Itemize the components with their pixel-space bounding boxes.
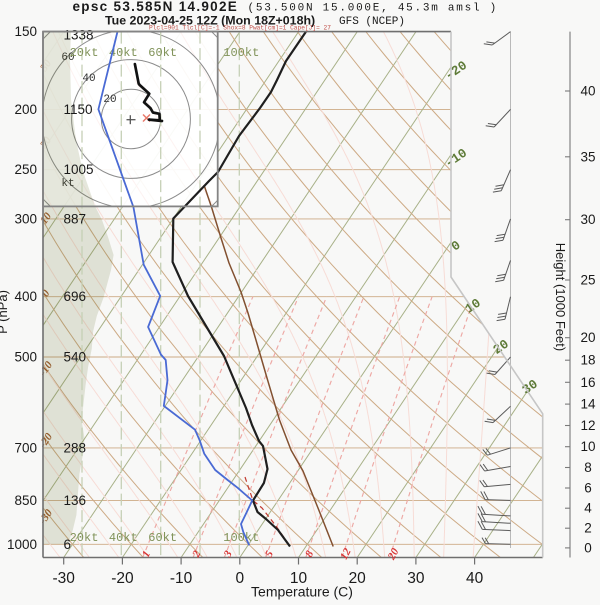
svg-text:100kt: 100kt <box>223 531 259 545</box>
svg-text:30: 30 <box>580 212 595 227</box>
svg-text:8: 8 <box>584 460 592 475</box>
svg-text:696: 696 <box>64 289 87 304</box>
svg-text:2: 2 <box>584 521 592 536</box>
svg-text:4: 4 <box>584 501 592 516</box>
svg-text:200: 200 <box>14 102 37 117</box>
svg-text:35: 35 <box>580 149 595 164</box>
svg-text:850: 850 <box>14 493 37 508</box>
svg-text:20kt: 20kt <box>70 531 99 545</box>
svg-text:540: 540 <box>64 350 87 365</box>
svg-text:150: 150 <box>14 24 37 39</box>
svg-text:-30: -30 <box>52 570 75 587</box>
svg-text:60kt: 60kt <box>148 46 177 60</box>
svg-text:0: 0 <box>584 540 592 555</box>
svg-text:40: 40 <box>466 570 484 587</box>
svg-text:10: 10 <box>580 439 595 454</box>
svg-text:25: 25 <box>580 273 595 288</box>
svg-text:1338: 1338 <box>64 28 94 43</box>
svg-text:30: 30 <box>407 570 425 587</box>
svg-text:18: 18 <box>580 353 595 368</box>
svg-text:1000: 1000 <box>7 537 37 552</box>
svg-text:100kt: 100kt <box>223 46 259 60</box>
svg-text:250: 250 <box>14 162 37 177</box>
svg-text:288: 288 <box>64 440 87 455</box>
svg-text:1150: 1150 <box>64 102 93 117</box>
svg-text:400: 400 <box>14 289 37 304</box>
svg-text:40: 40 <box>82 73 95 85</box>
svg-text:0: 0 <box>235 570 244 587</box>
svg-text:Height (1000 Feet): Height (1000 Feet) <box>553 243 568 351</box>
svg-text:P (hPa): P (hPa) <box>0 290 10 334</box>
svg-text:887: 887 <box>64 211 87 226</box>
svg-text:12: 12 <box>580 418 595 433</box>
svg-text:14: 14 <box>580 397 596 412</box>
svg-text:40kt: 40kt <box>109 531 138 545</box>
svg-text:16: 16 <box>580 375 595 390</box>
svg-text:6: 6 <box>64 537 72 552</box>
svg-text:-10: -10 <box>170 570 193 587</box>
svg-text:20: 20 <box>103 94 116 106</box>
svg-text:300: 300 <box>14 211 37 226</box>
svg-text:-20: -20 <box>111 570 134 587</box>
svg-text:20kt: 20kt <box>70 46 99 60</box>
svg-text:700: 700 <box>14 440 37 455</box>
svg-text:500: 500 <box>14 350 37 365</box>
svg-text:epsc 53.585N 14.902E: epsc 53.585N 14.902E <box>73 0 239 14</box>
svg-text:6: 6 <box>584 481 592 496</box>
svg-text:Plcl=901 Tlcl[C]=-1 Shox=8 Pwa: Plcl=901 Tlcl[C]=-1 Shox=8 Pwat[cm]=1 Ca… <box>149 25 331 32</box>
svg-text:GFS (NCEP): GFS (NCEP) <box>339 16 405 28</box>
svg-text:20: 20 <box>580 330 595 345</box>
svg-text:Temperature (C): Temperature (C) <box>251 584 353 600</box>
svg-text:40: 40 <box>580 84 595 99</box>
svg-text:60kt: 60kt <box>148 531 177 545</box>
svg-text:136: 136 <box>64 493 87 508</box>
svg-text:1005: 1005 <box>64 162 94 177</box>
